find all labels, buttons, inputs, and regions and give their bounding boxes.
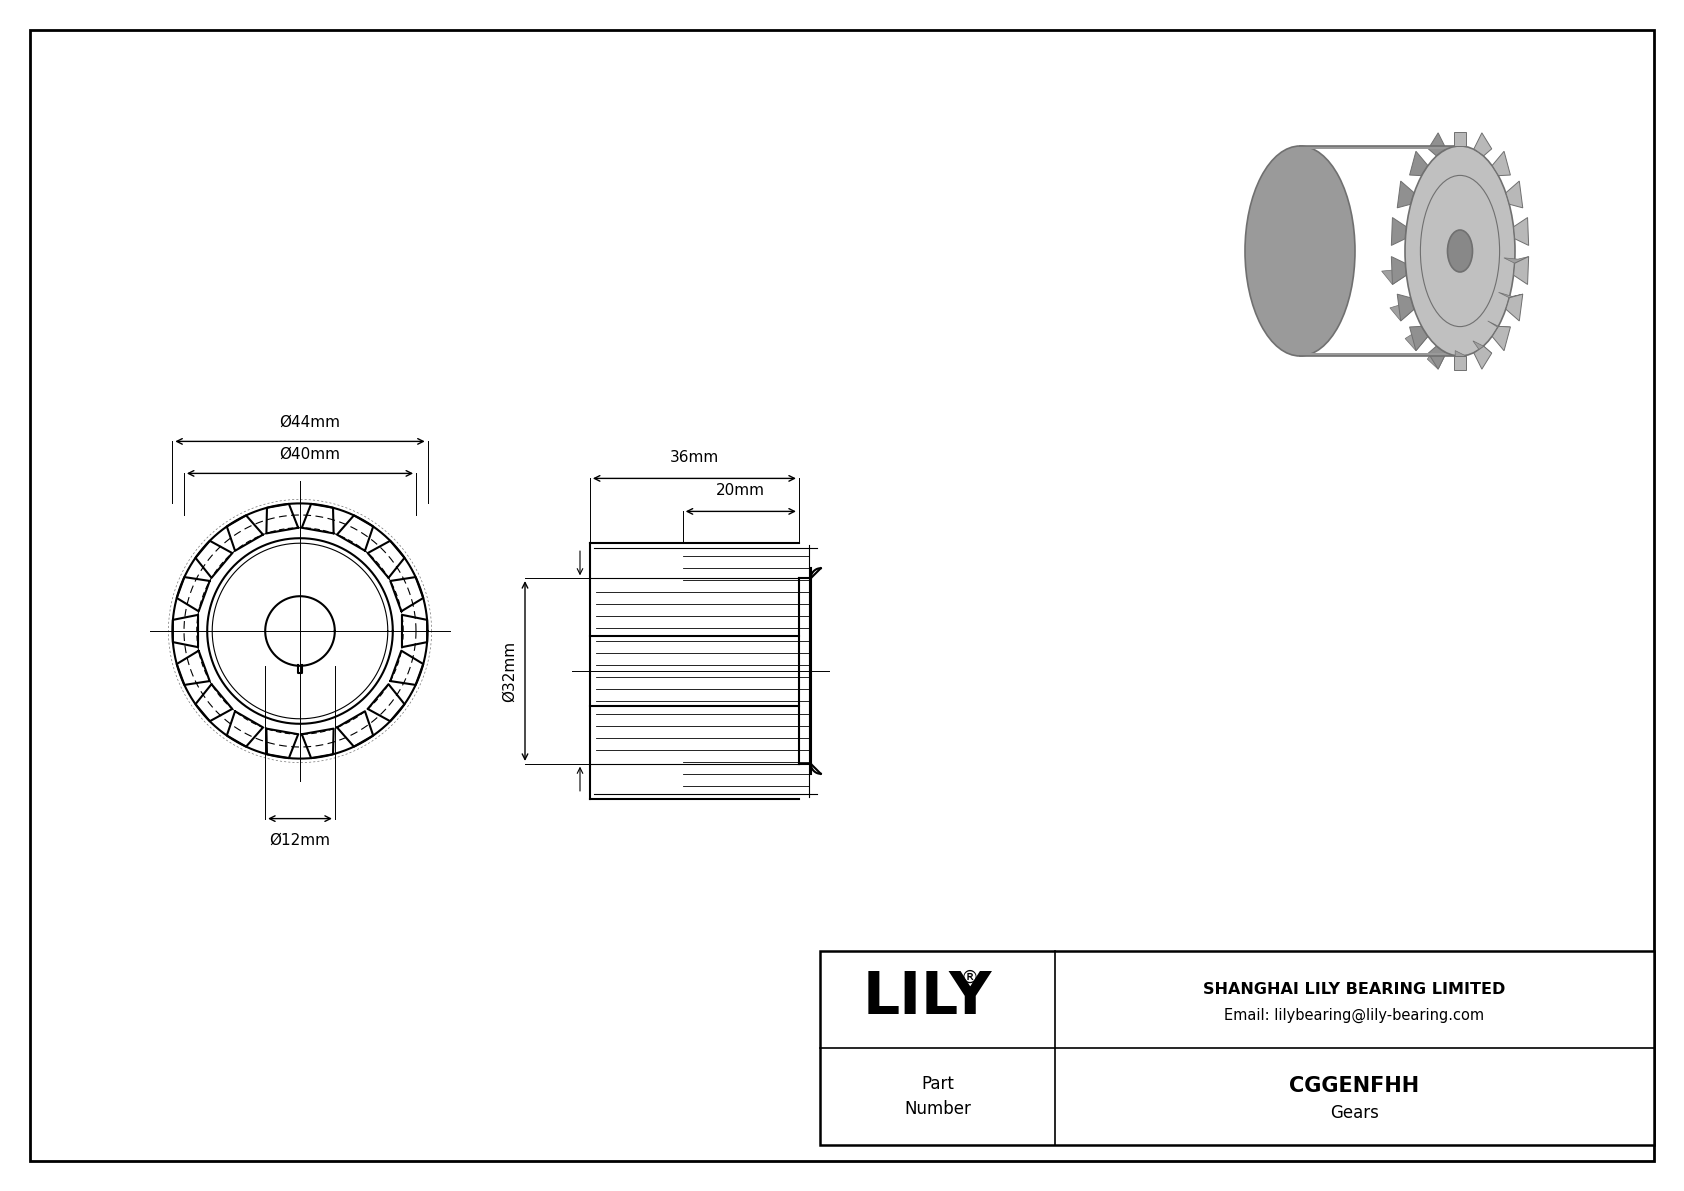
Text: Ø12mm: Ø12mm bbox=[269, 833, 330, 848]
Ellipse shape bbox=[1404, 146, 1516, 356]
Text: ®: ® bbox=[960, 968, 978, 986]
Polygon shape bbox=[1404, 331, 1428, 350]
Polygon shape bbox=[1487, 320, 1511, 329]
Polygon shape bbox=[1300, 146, 1460, 149]
Polygon shape bbox=[1389, 304, 1415, 320]
Polygon shape bbox=[1428, 348, 1447, 369]
Polygon shape bbox=[1474, 347, 1492, 369]
Polygon shape bbox=[1391, 256, 1406, 285]
Polygon shape bbox=[1398, 294, 1415, 320]
Ellipse shape bbox=[1244, 146, 1356, 356]
Polygon shape bbox=[1474, 341, 1492, 354]
Text: LILY: LILY bbox=[862, 969, 992, 1025]
Polygon shape bbox=[1410, 326, 1428, 350]
Text: Ø32mm: Ø32mm bbox=[502, 641, 517, 701]
Polygon shape bbox=[1300, 353, 1460, 356]
Polygon shape bbox=[1505, 181, 1522, 208]
Text: SHANGHAI LILY BEARING LIMITED: SHANGHAI LILY BEARING LIMITED bbox=[1204, 983, 1505, 997]
Text: CGGENFHH: CGGENFHH bbox=[1290, 1077, 1420, 1097]
Bar bbox=[820, 950, 1654, 1145]
Polygon shape bbox=[1474, 133, 1492, 156]
Text: 36mm: 36mm bbox=[670, 450, 719, 466]
Text: Ø44mm: Ø44mm bbox=[280, 414, 340, 430]
Text: Part
Number: Part Number bbox=[904, 1075, 972, 1118]
Polygon shape bbox=[1499, 292, 1522, 298]
Polygon shape bbox=[1453, 132, 1467, 146]
Text: Gears: Gears bbox=[1330, 1104, 1379, 1122]
Text: Ø40mm: Ø40mm bbox=[280, 447, 340, 461]
Polygon shape bbox=[1410, 151, 1428, 175]
Polygon shape bbox=[1514, 256, 1529, 285]
Polygon shape bbox=[1504, 256, 1529, 263]
Ellipse shape bbox=[1448, 230, 1472, 272]
Text: 20mm: 20mm bbox=[716, 484, 765, 498]
Polygon shape bbox=[1505, 294, 1522, 320]
Polygon shape bbox=[1492, 151, 1511, 175]
Polygon shape bbox=[1391, 218, 1406, 245]
Polygon shape bbox=[1428, 347, 1447, 369]
Polygon shape bbox=[1398, 181, 1415, 208]
Polygon shape bbox=[1455, 350, 1467, 370]
Polygon shape bbox=[1492, 326, 1511, 350]
Text: Email: lilybearing@lily-bearing.com: Email: lilybearing@lily-bearing.com bbox=[1224, 1008, 1485, 1023]
Polygon shape bbox=[1428, 133, 1447, 156]
Polygon shape bbox=[1514, 218, 1529, 245]
Polygon shape bbox=[1453, 356, 1467, 370]
Polygon shape bbox=[1381, 270, 1406, 285]
